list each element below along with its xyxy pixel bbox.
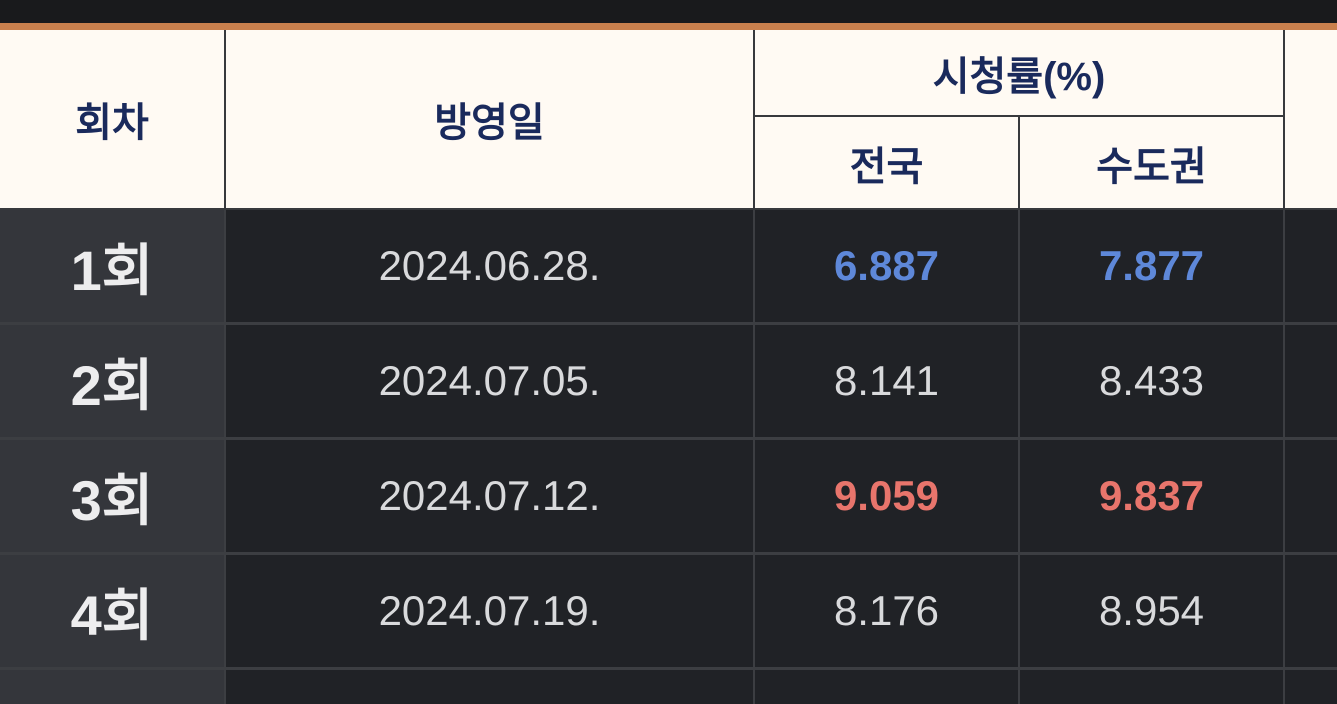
column-header-metro: 수도권 [1020, 117, 1285, 208]
table-row-episode-4: 4회 2024.07.19. 8.176 8.954 [0, 555, 1337, 670]
clipped-cell [1285, 325, 1337, 437]
air-date-cell [226, 670, 755, 704]
clipped-cell [1285, 440, 1337, 552]
rating-metro-cell: 9.837 [1020, 440, 1285, 552]
column-header-air-date: 방영일 [226, 30, 755, 208]
table-row-episode-2: 2회 2024.07.05. 8.141 8.433 [0, 325, 1337, 440]
rating-metro-cell: 8.433 [1020, 325, 1285, 437]
column-header-ratings-group: 시청률(%) [755, 30, 1285, 117]
table-row-episode-1: 1회 2024.06.28. 6.887 7.877 [0, 210, 1337, 325]
top-dark-bar [0, 0, 1337, 23]
air-date-cell: 2024.07.05. [226, 325, 755, 437]
column-header-clipped [1285, 30, 1337, 208]
column-header-nationwide: 전국 [755, 117, 1020, 208]
table-row-episode-3: 3회 2024.07.12. 9.059 9.837 [0, 440, 1337, 555]
air-date-cell: 2024.07.12. [226, 440, 755, 552]
episode-cell: 3회 [0, 440, 226, 552]
clipped-cell [1285, 210, 1337, 322]
clipped-cell [1285, 555, 1337, 667]
rating-nationwide-cell: 6.887 [755, 210, 1020, 322]
rating-metro-cell: 8.954 [1020, 555, 1285, 667]
orange-accent-bar [0, 23, 1337, 30]
table-header: 회차 방영일 시청률(%) 전국 수도권 [0, 30, 1337, 210]
rating-nationwide-cell [755, 670, 1020, 704]
table-row-clipped [0, 670, 1337, 704]
rating-metro-cell: 7.877 [1020, 210, 1285, 322]
clipped-cell [1285, 670, 1337, 704]
rating-nationwide-cell: 8.176 [755, 555, 1020, 667]
episode-cell: 2회 [0, 325, 226, 437]
episode-cell [0, 670, 226, 704]
air-date-cell: 2024.06.28. [226, 210, 755, 322]
rating-nationwide-cell: 8.141 [755, 325, 1020, 437]
rating-metro-cell [1020, 670, 1285, 704]
air-date-cell: 2024.07.19. [226, 555, 755, 667]
column-header-episode: 회차 [0, 30, 226, 208]
rating-nationwide-cell: 9.059 [755, 440, 1020, 552]
episode-cell: 4회 [0, 555, 226, 667]
episode-cell: 1회 [0, 210, 226, 322]
